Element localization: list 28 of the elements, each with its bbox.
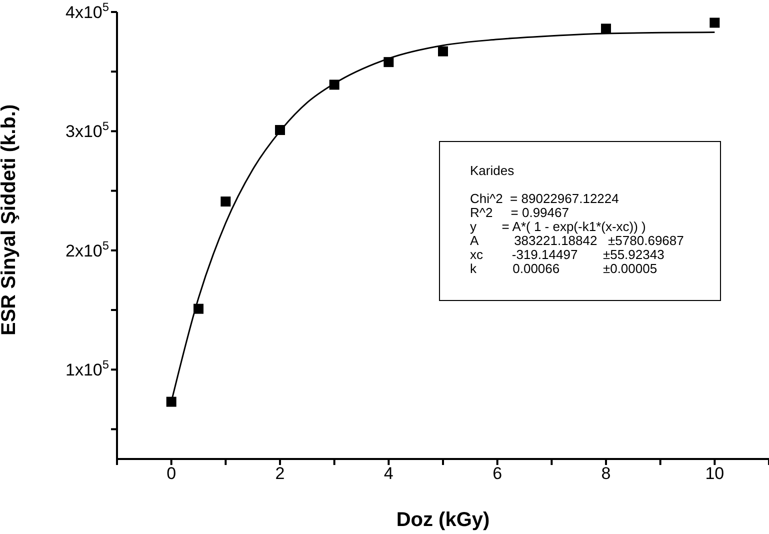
y-axis-title: ESR Sinyal Şiddeti (k.b.) xyxy=(0,104,20,336)
x-tick-label: 10 xyxy=(705,464,724,484)
annotation: A 383221.18842 ±5780.69687 xyxy=(470,233,685,248)
annotation: k 0.00066 ±0.00005 xyxy=(470,261,658,276)
point xyxy=(275,125,285,136)
annotation: Karides xyxy=(470,163,516,178)
point xyxy=(220,196,231,207)
annotation: R^2 = 0.99467 xyxy=(470,205,570,220)
y-tick-label: 2x10$^{5}$ xyxy=(66,238,110,260)
y-tick-label: 3x10$^{5}$ xyxy=(66,119,110,142)
point xyxy=(329,80,340,90)
x-tick-label: 0 xyxy=(166,464,176,484)
point xyxy=(438,46,448,56)
annotation: y = A*( 1 - exp(-k1*(x-xc)) ) xyxy=(470,219,647,234)
point xyxy=(710,18,720,28)
x-tick-label: 6 xyxy=(492,464,502,484)
annotation: xc -319.14497 ±55.92343 xyxy=(470,247,666,262)
x-axis-title: Doz (kGy) xyxy=(396,509,490,531)
x-tick-label: 2 xyxy=(275,464,285,484)
x-tick-label: 8 xyxy=(601,464,611,484)
annotation: Chi^2 = 89022967.12224 xyxy=(470,191,620,206)
point xyxy=(601,24,611,34)
point xyxy=(166,396,176,407)
x-tick-label: 4 xyxy=(384,464,394,484)
y-tick-label: 4x10$^{5}$ xyxy=(66,0,110,22)
y-tick-label: 1x10$^{5}$ xyxy=(66,358,110,380)
point xyxy=(194,304,204,314)
point xyxy=(384,57,394,68)
